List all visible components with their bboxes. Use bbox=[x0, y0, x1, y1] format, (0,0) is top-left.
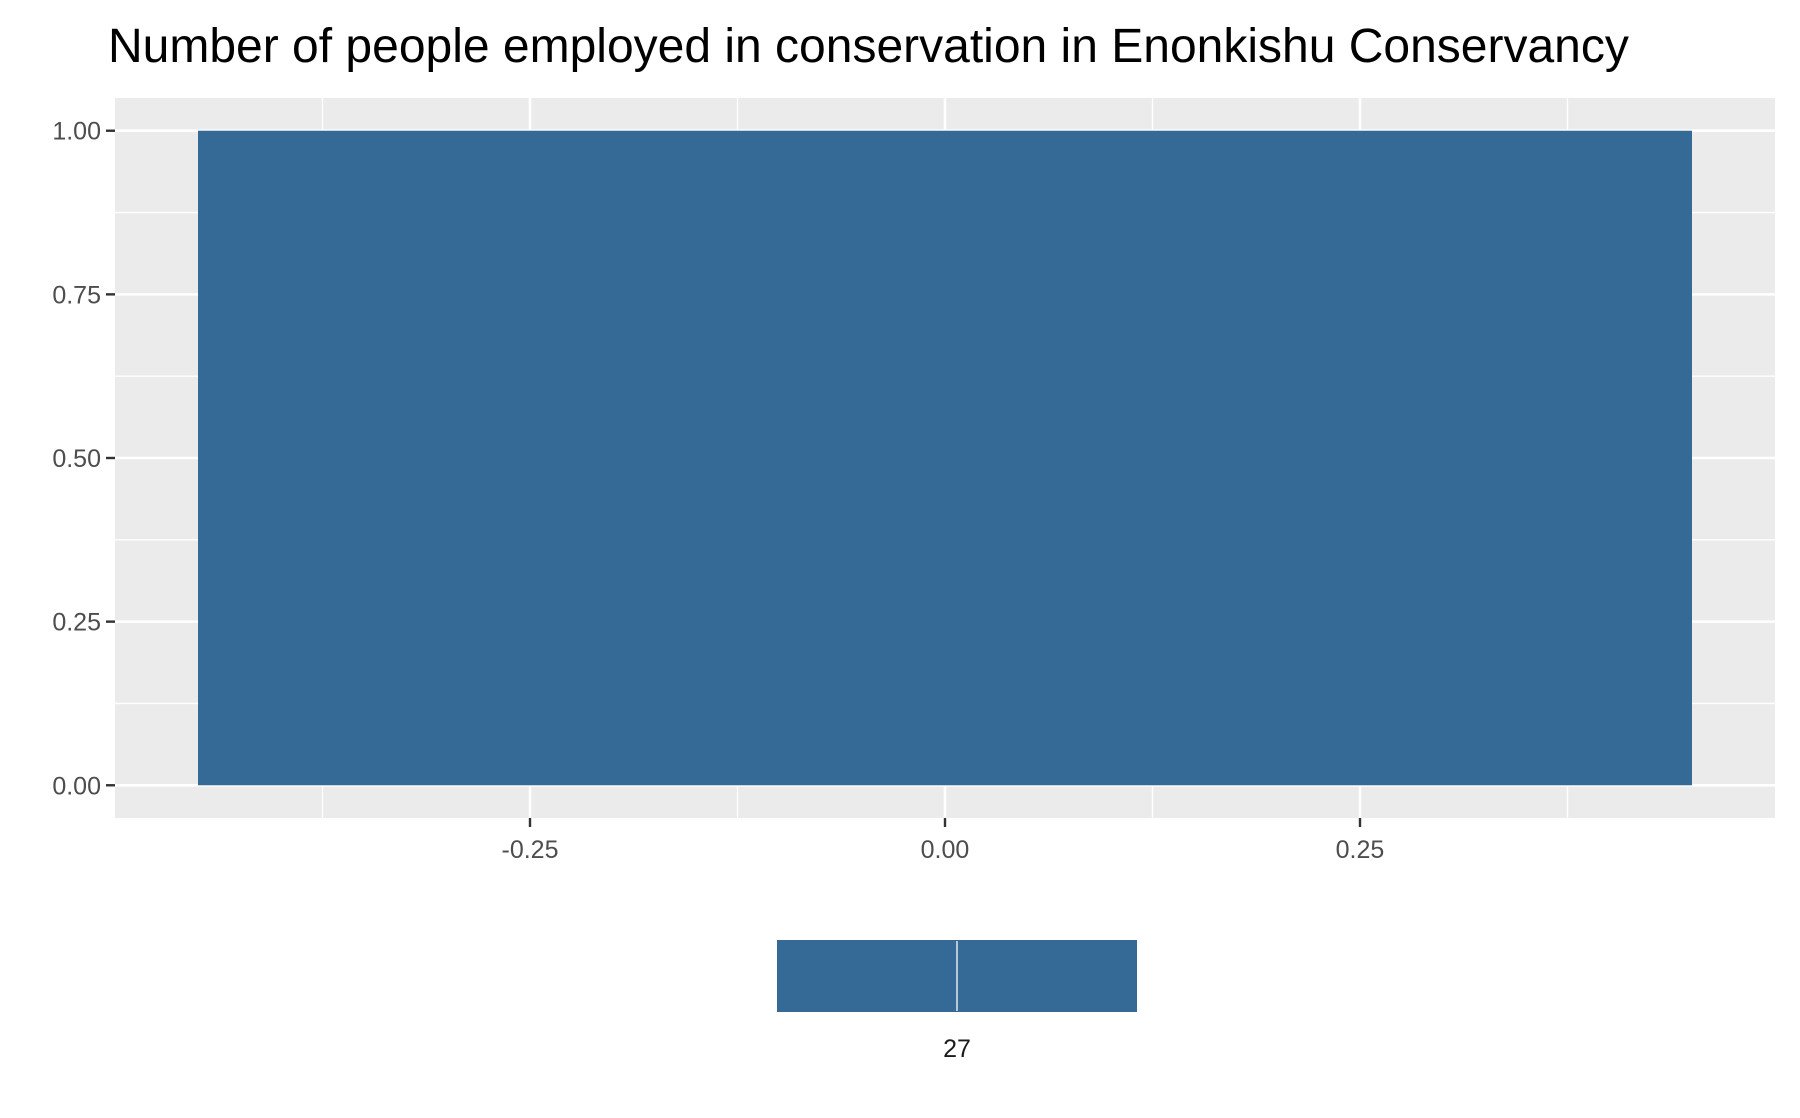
y-tick-label: 0.50 bbox=[52, 445, 101, 473]
y-tick-label: 0.00 bbox=[52, 772, 101, 800]
y-tick-label: 0.25 bbox=[52, 609, 101, 637]
x-axis: -0.25 0.00 0.25 bbox=[502, 818, 1385, 864]
legend-label: 27 bbox=[943, 1035, 971, 1063]
x-tick-label: 0.00 bbox=[921, 836, 970, 864]
y-axis: 0.00 0.25 0.50 0.75 1.00 bbox=[52, 118, 115, 800]
x-tick-label: 0.25 bbox=[1336, 836, 1385, 864]
y-tick-label: 1.00 bbox=[52, 118, 101, 146]
y-tick-label: 0.75 bbox=[52, 281, 101, 309]
bars bbox=[198, 130, 1692, 786]
chart-title: Number of people employed in conservatio… bbox=[108, 20, 1629, 73]
bar bbox=[198, 130, 1692, 786]
x-tick-label: -0.25 bbox=[502, 836, 559, 864]
legend: 27 bbox=[777, 940, 1137, 1063]
